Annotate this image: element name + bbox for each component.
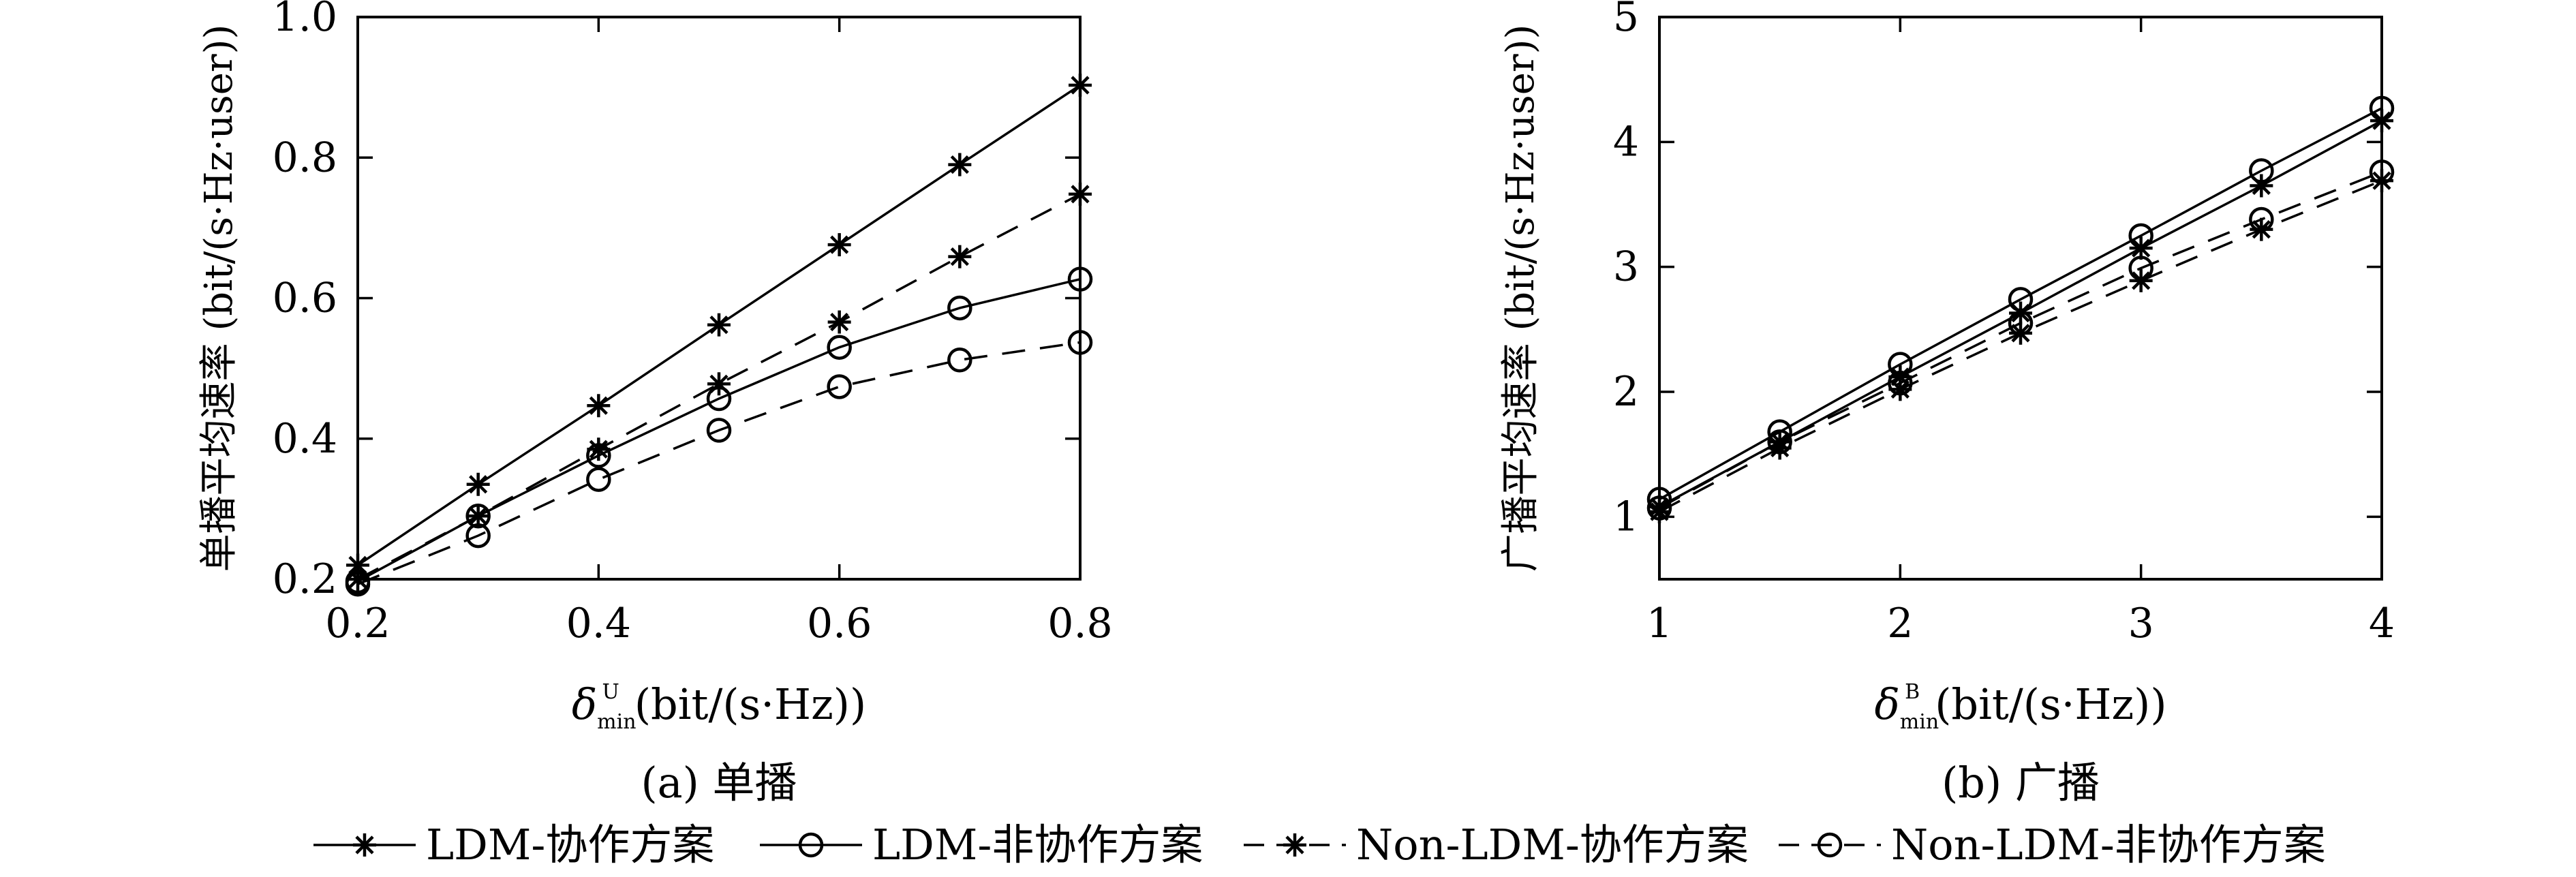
legend-label: LDM-协作方案 — [426, 820, 714, 870]
panel-caption: (a) 单播 — [641, 758, 797, 807]
y-tick-label: 0.8 — [273, 134, 337, 181]
y-tick-label: 0.4 — [273, 415, 337, 463]
series-line — [1659, 170, 2382, 510]
panel-caption: (b) 广播 — [1942, 758, 2100, 807]
series-4 — [1646, 159, 2395, 521]
data-point-circle — [465, 523, 491, 549]
x-tick-label: 0.6 — [807, 600, 872, 647]
data-point-circle — [1888, 352, 1913, 377]
data-point-circle — [706, 418, 732, 443]
data-point-star — [1069, 74, 1092, 97]
data-point-star — [2370, 109, 2393, 133]
x-tick-label: 0.4 — [566, 600, 631, 647]
series-3 — [346, 182, 1092, 591]
data-point-circle — [1767, 429, 1792, 455]
data-point-star — [466, 472, 490, 496]
y-tick-label: 0.2 — [273, 555, 337, 603]
x-tick-label: 0.8 — [1047, 600, 1112, 647]
series-3 — [1648, 169, 2393, 523]
data-point-circle — [947, 348, 972, 373]
series-line — [1659, 179, 2382, 513]
y-axis-label: 单播平均速率 (bit/(s·Hz·user)) — [197, 25, 241, 572]
legend-label: Non-LDM-非协作方案 — [1891, 820, 2326, 870]
x-tick-label: 2 — [1887, 600, 1913, 647]
y-tick-label: 5 — [1613, 0, 1639, 41]
y-tick-label: 3 — [1613, 243, 1639, 291]
x-axis-unit: (bit/(s·Hz)) — [1935, 679, 2166, 729]
data-point-circle — [827, 335, 852, 360]
series-line — [357, 341, 1081, 585]
x-tick-label: 0.2 — [325, 600, 390, 647]
data-point-star — [587, 437, 611, 461]
x-axis-label: δmin U (bit/(s·Hz)) — [572, 679, 866, 734]
data-point-star — [2129, 236, 2153, 260]
series-1 — [1648, 109, 2393, 519]
legend: LDM-协作方案 LDM-非协作方案 Non-LDM-协作方案 Non-LDM-非协作… — [313, 820, 2326, 870]
x-tick-label: 1 — [1646, 600, 1672, 647]
data-point-circle — [345, 571, 371, 597]
x-axis-unit: (bit/(s·Hz)) — [634, 679, 866, 729]
data-point-star — [827, 233, 851, 257]
data-point-circle — [2008, 310, 2034, 336]
data-point-circle — [1888, 370, 1913, 396]
data-point-star — [1069, 182, 1092, 206]
series-1 — [346, 74, 1092, 577]
data-point-circle — [2249, 206, 2274, 232]
x-axis-symbol: δ — [1874, 679, 1899, 729]
legend-label: LDM-非协作方案 — [872, 820, 1203, 870]
y-tick-label: 1.0 — [273, 0, 337, 41]
series-4 — [345, 330, 1093, 597]
data-point-star — [707, 313, 731, 337]
data-point-circle — [2008, 287, 2034, 312]
legend-label: Non-LDM-协作方案 — [1356, 820, 1749, 870]
chart-panel-2: 1 2 3 4 1 2 3 4 5 广播平均速率 (bit/(s·Hz·user)) δmin B (b… — [1499, 0, 2395, 807]
data-point-star — [948, 245, 972, 268]
data-point-circle — [1067, 330, 1093, 355]
data-point-circle — [1646, 495, 1672, 521]
y-tick-label: 2 — [1613, 368, 1639, 416]
chart-panel-1: 0.2 0.4 0.6 0.8 0.2 0.4 0.6 0.8 1.0 单播平均速率 (bit/(… — [197, 0, 1113, 807]
y-tick-label: 4 — [1613, 118, 1639, 166]
data-point-star — [2129, 268, 2153, 292]
plot-frame — [356, 16, 1082, 581]
data-point-circle — [827, 374, 852, 399]
plot-frame — [1658, 16, 2383, 581]
data-point-circle — [1067, 266, 1093, 292]
y-axis-label: 广播平均速率 (bit/(s·Hz·user)) — [1499, 25, 1543, 572]
x-axis-label: δmin B (bit/(s·Hz)) — [1874, 679, 2166, 734]
legend-circle-icon — [798, 832, 824, 858]
data-point-star — [587, 394, 611, 418]
data-point-circle — [2369, 95, 2395, 121]
x-axis-subscript: min — [1900, 710, 1939, 734]
x-tick-label: 4 — [2369, 600, 2395, 647]
x-axis-superscript: U — [602, 680, 619, 704]
legend-item: Non-LDM-协作方案 — [1244, 820, 1749, 870]
x-axis-symbol: δ — [572, 679, 597, 729]
x-tick-label: 3 — [2128, 600, 2154, 647]
data-point-circle — [2128, 223, 2153, 249]
data-point-circle — [2369, 159, 2395, 185]
y-tick-label: 0.6 — [273, 275, 337, 322]
legend-circle-icon — [1817, 832, 1843, 858]
legend-star-icon — [1283, 833, 1306, 857]
data-point-star — [948, 153, 972, 176]
legend-item: LDM-协作方案 — [313, 820, 714, 870]
data-point-circle — [947, 295, 972, 321]
legend-star-icon — [353, 833, 376, 857]
legend-item: Non-LDM-非协作方案 — [1779, 820, 2326, 870]
data-point-star — [827, 310, 851, 334]
x-axis-subscript: min — [597, 710, 636, 734]
data-point-circle — [2249, 158, 2274, 183]
data-point-star — [707, 372, 731, 396]
data-point-circle — [2128, 256, 2153, 281]
data-point-circle — [586, 467, 611, 492]
x-axis-superscript: B — [1905, 680, 1920, 704]
legend-item: LDM-非协作方案 — [760, 820, 1203, 870]
y-tick-label: 1 — [1613, 493, 1639, 540]
